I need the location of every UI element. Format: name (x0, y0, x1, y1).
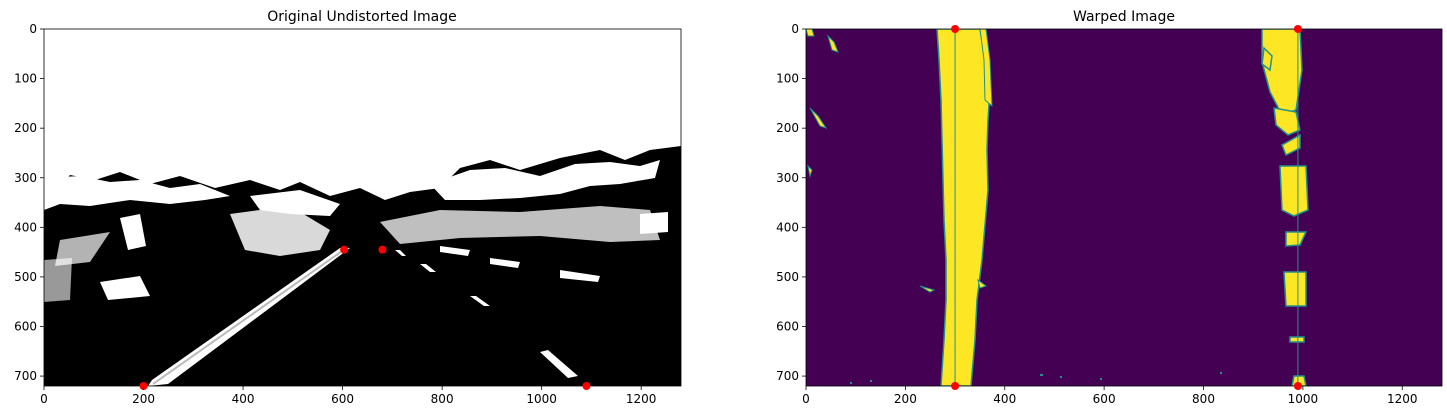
right-image-left-lane (936, 29, 991, 386)
right-image-speckle (850, 372, 1222, 384)
y-tick-label: 700 (776, 369, 799, 383)
right-image-left-lane-edge (979, 29, 993, 108)
y-tick-label: 100 (776, 72, 799, 86)
right-panel-title: Warped Image (1073, 9, 1175, 25)
y-tick-label: 400 (14, 220, 37, 234)
x-tick-label: 600 (1093, 392, 1116, 406)
y-tick-label: 200 (776, 121, 799, 135)
left-axes-frame (43, 28, 682, 387)
y-tick-label: 0 (29, 22, 37, 36)
x-tick-label: 1200 (626, 392, 657, 406)
x-tick-label: 0 (40, 392, 48, 406)
right-markers (951, 25, 1302, 390)
x-tick-label: 800 (1192, 392, 1215, 406)
right-x-axis: 0 200 400 600 800 1000 1200 (802, 386, 1418, 406)
left-image (44, 29, 681, 386)
y-tick-label: 700 (14, 369, 37, 383)
left-image-texture (44, 160, 668, 302)
x-tick-label: 200 (894, 392, 917, 406)
point-marker (951, 25, 960, 33)
left-panel-title: Original Undistorted Image (267, 9, 457, 25)
right-y-axis: 0 100 200 300 400 500 600 700 (776, 22, 806, 383)
left-x-axis: 0 200 400 600 800 1000 1200 (40, 386, 656, 406)
left-image-right-lane (395, 250, 578, 378)
x-tick-label: 1000 (526, 392, 557, 406)
right-panel: Warped Image (776, 9, 1443, 406)
left-image-ground (44, 146, 681, 386)
left-panel: Original Undistorted Image (14, 9, 682, 406)
right-image-noise (806, 29, 988, 293)
y-tick-label: 0 (791, 22, 799, 36)
y-tick-label: 300 (776, 171, 799, 185)
right-image-background (806, 29, 1442, 386)
y-tick-label: 400 (776, 220, 799, 234)
y-tick-label: 300 (14, 171, 37, 185)
y-tick-label: 600 (14, 320, 37, 334)
y-tick-label: 500 (776, 270, 799, 284)
right-axes-frame (805, 28, 1443, 387)
point-marker (582, 382, 591, 390)
point-marker (340, 245, 349, 254)
x-tick-label: 200 (132, 392, 155, 406)
y-tick-label: 200 (14, 121, 37, 135)
left-y-axis: 0 100 200 300 400 500 600 700 (14, 22, 44, 383)
right-image (806, 29, 1442, 386)
right-image-right-lane (1261, 29, 1309, 386)
x-tick-label: 1200 (1387, 392, 1418, 406)
point-marker (1293, 25, 1302, 33)
x-tick-label: 400 (993, 392, 1016, 406)
x-tick-label: 800 (431, 392, 454, 406)
y-tick-label: 100 (14, 72, 37, 86)
x-tick-label: 1000 (1288, 392, 1319, 406)
x-tick-label: 600 (331, 392, 354, 406)
point-marker (378, 245, 387, 254)
point-marker (1293, 382, 1302, 390)
y-tick-label: 500 (14, 270, 37, 284)
y-tick-label: 600 (776, 320, 799, 334)
point-marker (951, 382, 960, 390)
x-tick-label: 0 (802, 392, 810, 406)
x-tick-label: 400 (232, 392, 255, 406)
right-guide-lines (954, 29, 1299, 386)
